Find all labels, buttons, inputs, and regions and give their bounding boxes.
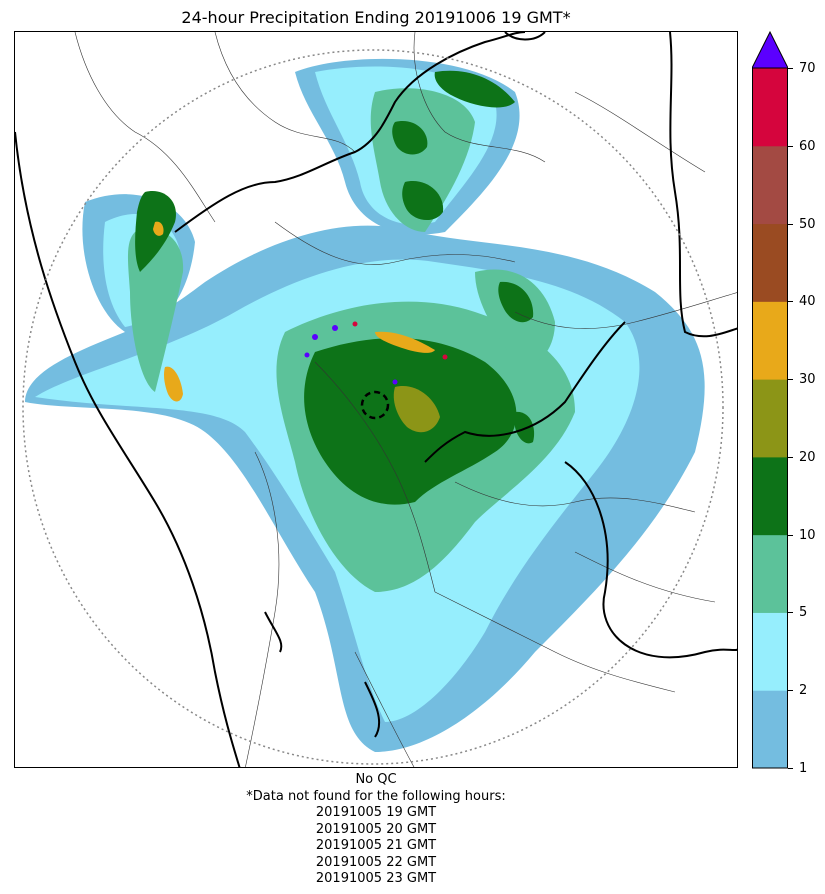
colorbar-segment (752, 379, 788, 458)
colorbar-tick (788, 690, 793, 692)
missing-hour: 20191005 22 GMT (315, 854, 437, 870)
colorbar-segment (752, 301, 788, 380)
missing-hour: 20191005 20 GMT (315, 821, 437, 837)
precip-cell (352, 321, 358, 327)
colorbar-tick-label: 60 (799, 138, 816, 154)
precip-band-10-20 (498, 281, 534, 323)
map-title: 24-hour Precipitation Ending 20191006 19… (181, 8, 571, 27)
colorbar-border (752, 67, 788, 769)
colorbar-segment (752, 145, 788, 225)
radar-site-marker (360, 390, 390, 420)
precip-band-10-20 (434, 70, 515, 108)
missing-data-header: *Data not found for the following hours: (246, 788, 506, 804)
radar-range-ring (22, 49, 724, 765)
precip-band-10-20 (402, 181, 444, 221)
colorbar-tick (788, 223, 793, 225)
colorbar-segment (752, 690, 788, 769)
colorbar-tick-label: 2 (799, 683, 808, 699)
colorbar-tick (788, 379, 793, 381)
colorbar (752, 31, 788, 769)
footnote: No QC *Data not found for the following … (0, 772, 752, 888)
precip-band-30-40 (164, 366, 183, 402)
colorbar-tick-label: 70 (799, 61, 816, 76)
colorbar-tick (788, 612, 793, 614)
colorbar-extend-arrow (752, 31, 788, 69)
colorbar-tick (788, 68, 793, 69)
colorbar-segment (752, 456, 788, 536)
colorbar-tick-label: 5 (799, 605, 808, 621)
precip-band-20-30 (393, 386, 440, 433)
colorbar-segment (752, 612, 788, 691)
colorbar-segment (752, 68, 788, 147)
precip-band-30-40 (153, 221, 164, 236)
precip-cell (392, 379, 398, 385)
district-boundaries (74, 32, 737, 767)
colorbar-segment (752, 223, 788, 302)
map-canvas (15, 32, 737, 767)
radar-map (14, 31, 738, 768)
precip-band-10-20 (392, 121, 428, 155)
colorbar-tick (788, 534, 793, 536)
colorbar-tick (788, 145, 793, 147)
precipitation-field (25, 58, 705, 752)
precip-cell (332, 325, 338, 331)
qc-note: No QC (355, 772, 397, 787)
missing-hour: 20191005 23 GMT (315, 871, 437, 886)
precip-cell (312, 334, 318, 340)
colorbar-tick-label: 1 (799, 761, 808, 776)
missing-hour: 20191005 19 GMT (315, 805, 437, 820)
colorbar-tick-label: 40 (799, 294, 816, 310)
colorbar-tick-label: 10 (799, 527, 816, 543)
colorbar-tick-label: 30 (799, 372, 816, 388)
colorbar-tick (788, 768, 793, 769)
state-boundaries (15, 32, 737, 767)
colorbar-segment (752, 534, 788, 613)
colorbar-tick (788, 456, 793, 458)
colorbar-tick-label: 20 (799, 449, 816, 465)
precip-band-10-20 (515, 411, 535, 444)
colorbar-tick (788, 301, 793, 303)
missing-hour: 20191005 21 GMT (315, 838, 437, 853)
precip-band-30-40 (375, 331, 435, 353)
colorbar-tick-label: 50 (799, 216, 816, 232)
precip-cell (304, 352, 310, 358)
precip-cell (442, 354, 448, 360)
